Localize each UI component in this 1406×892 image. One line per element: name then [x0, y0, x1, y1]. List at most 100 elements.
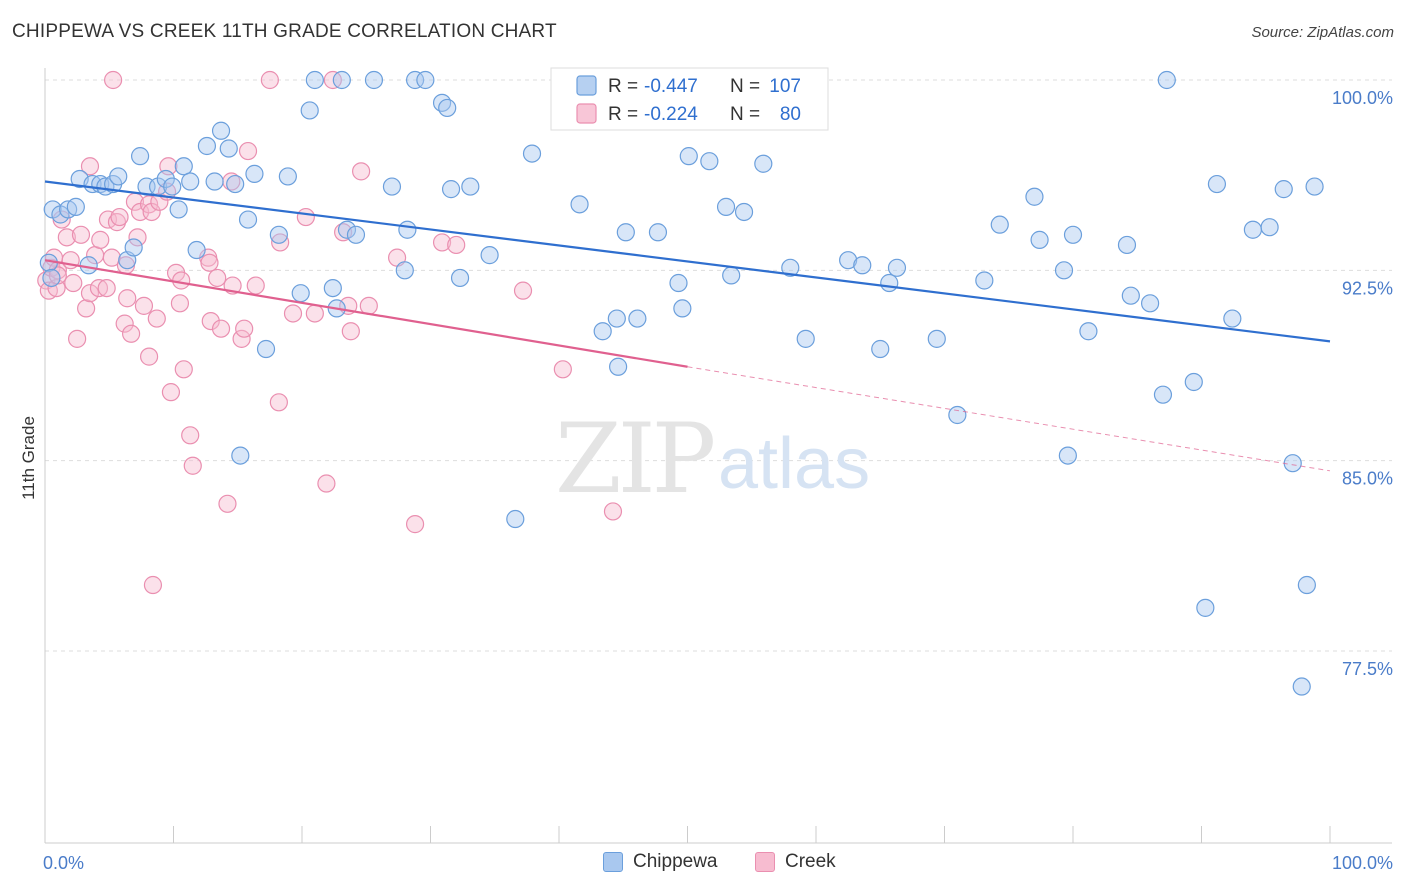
creek-point-28: [128, 228, 147, 247]
chippewa-point-24: [197, 136, 217, 156]
chippewa-point-44: [382, 177, 402, 196]
chippewa-point-15: [130, 147, 150, 166]
creek-point-57: [246, 276, 265, 295]
chippewa-point-70: [734, 202, 754, 222]
creek-point-64: [317, 474, 336, 493]
chippewa-point-49: [432, 93, 452, 112]
chippewa-point-31: [245, 164, 264, 183]
series-chippewa: [39, 70, 1324, 696]
chippewa-point-45: [395, 261, 414, 280]
chippewa-point-40: [337, 220, 357, 239]
bottom-legend-chippewa-label: Chippewa: [633, 851, 718, 872]
creek-point-10: [68, 329, 87, 348]
chippewa-point-36: [300, 101, 319, 120]
legend-box: R = -0.447 N = 107 R = -0.224 N = 80: [550, 67, 829, 131]
chippewa-point-14: [124, 238, 143, 257]
chippewa-point-22: [181, 172, 200, 191]
creek-point-56: [238, 141, 258, 161]
chippewa-point-26: [211, 121, 231, 140]
chippewa-point-62: [628, 309, 647, 328]
bottom-legend-creek[interactable]: Creek: [755, 851, 836, 873]
chippewa-point-57: [570, 195, 589, 214]
chippewa-point-42: [346, 225, 366, 244]
creek-point-77: [603, 502, 623, 521]
legend-frame: [550, 67, 829, 131]
chippewa-point-76: [871, 339, 890, 359]
x-tick-label-1: 100.0%: [1332, 853, 1393, 873]
legend-chippewa-swatch: [576, 75, 597, 96]
creek-point-30: [134, 296, 154, 315]
creek-point-17: [91, 230, 110, 249]
creek-point-22: [110, 207, 129, 227]
chippewa-point-92: [1153, 385, 1173, 404]
bottom-legend-chippewa[interactable]: Chippewa: [603, 851, 718, 873]
chippewa-point-63: [648, 223, 668, 242]
creek-point-60: [271, 233, 290, 252]
chippewa-point-25: [205, 172, 224, 191]
chippewa-point-19: [163, 177, 182, 196]
chippewa-point-32: [256, 339, 276, 359]
y-tick-label-2: 92.5%: [1342, 278, 1393, 298]
chippewa-point-38: [323, 278, 342, 298]
creek-point-20: [102, 248, 121, 267]
chippewa-point-27: [219, 139, 238, 158]
legend-chippewa-n-label: N =: [730, 76, 760, 97]
chippewa-point-35: [291, 284, 310, 303]
chippewa-point-91: [1140, 294, 1160, 313]
chippewa-point-89: [1117, 235, 1137, 255]
chippewa-point-97: [1223, 309, 1242, 328]
creek-point-39: [161, 383, 181, 402]
creek-point-16: [89, 278, 109, 298]
creek-point-50: [211, 319, 231, 338]
creek-point-72: [405, 515, 425, 534]
chippewa-point-88: [1079, 322, 1098, 341]
chart-title: CHIPPEWA VS CREEK 11TH GRADE CORRELATION…: [12, 21, 557, 42]
creek-point-34: [143, 575, 163, 595]
legend-chippewa-n-value: 107: [769, 76, 801, 97]
creek-point-33: [142, 202, 161, 222]
chippewa-point-72: [781, 258, 800, 277]
chart-source: Source: ZipAtlas.com: [1251, 24, 1394, 41]
chippewa-point-60: [607, 309, 626, 328]
watermark: ZIP atlas: [555, 403, 870, 515]
chippewa-point-98: [1243, 220, 1263, 239]
legend-creek-n-label: N =: [730, 104, 760, 125]
chippewa-point-96: [1207, 174, 1227, 194]
creek-point-32: [139, 347, 159, 366]
chippewa-point-83: [1025, 187, 1044, 206]
chippewa-point-80: [948, 405, 967, 425]
creek-point-51: [218, 494, 237, 513]
chippewa-point-7: [79, 256, 98, 275]
chippewa-point-79: [927, 329, 946, 348]
creek-point-42: [172, 271, 191, 290]
chippewa-point-50: [438, 98, 457, 118]
chippewa-point-99: [1260, 218, 1279, 237]
y-axis-label: 11th Grade: [19, 416, 38, 500]
chippewa-point-53: [461, 177, 480, 196]
creek-point-9: [64, 273, 83, 293]
creek-point-73: [432, 233, 452, 252]
chippewa-point-64: [669, 273, 688, 293]
chippewa-point-66: [679, 147, 698, 166]
y-tick-label-1: 85.0%: [1342, 469, 1393, 489]
creek-point-11: [71, 225, 91, 244]
creek-point-59: [269, 393, 288, 412]
chippewa-point-71: [754, 154, 773, 173]
chippewa-point-65: [673, 299, 692, 318]
chippewa-point-78: [887, 258, 907, 277]
creek-point-48: [201, 311, 220, 331]
chippewa-point-58: [593, 322, 612, 341]
creek-point-63: [305, 304, 324, 323]
creek-trend-line: [44, 259, 688, 368]
creek-point-47: [200, 253, 219, 272]
creek-trend-line-extension: [687, 366, 1331, 472]
chippewa-point-87: [1063, 225, 1083, 244]
bottom-legend-creek-swatch: [755, 852, 775, 872]
chippewa-point-81: [975, 271, 994, 290]
chippewa-point-73: [796, 329, 815, 348]
creek-point-13: [80, 157, 100, 176]
creek-point-35: [147, 309, 166, 328]
creek-point-43: [174, 360, 193, 379]
creek-point-21: [107, 213, 127, 232]
chippewa-point-37: [305, 70, 324, 90]
